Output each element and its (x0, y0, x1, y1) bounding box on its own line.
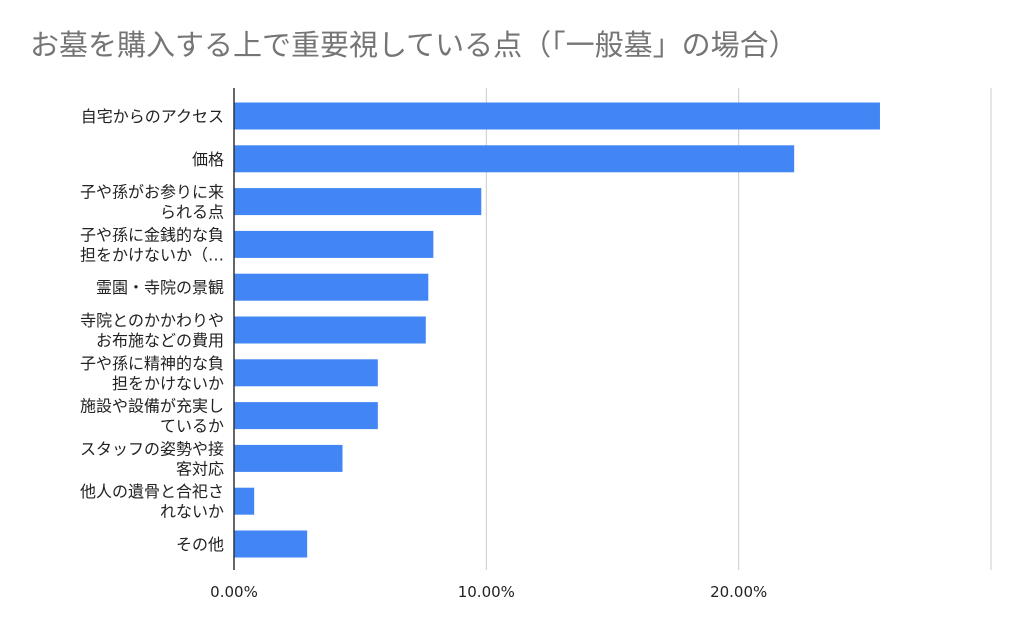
x-tick-label: 0.00% (210, 583, 258, 601)
category-label: 寺院とのかかわりやお布施などの費用 (80, 311, 224, 350)
bar (234, 188, 482, 216)
category-label: 子や孫がお参りに来られる点 (80, 183, 224, 222)
category-label: 子や孫に金銭的な負担をかけないか（… (80, 225, 224, 264)
x-tick-label: 10.00% (458, 583, 515, 601)
bar (234, 102, 880, 130)
category-label: 子や孫に精神的な負担をかけないか (80, 354, 224, 393)
chart-title: お墓を購入する上で重要視している点（「一般墓」の場合） (30, 28, 798, 62)
bar (234, 444, 343, 472)
category-label: 他人の遺骨と合祀されないか (80, 482, 224, 521)
category-label: 施設や設備が充実しているか (80, 397, 224, 436)
bar (234, 230, 434, 258)
x-tick-label: 20.00% (710, 583, 767, 601)
bar (234, 530, 308, 558)
bar (234, 316, 426, 344)
bar (234, 359, 378, 387)
bar (234, 487, 255, 515)
category-label: 霊園・寺院の景観 (96, 278, 224, 297)
category-label: スタッフの姿勢や接客対応 (80, 439, 224, 478)
bar (234, 273, 429, 301)
bar (234, 402, 378, 430)
category-label: 価格 (192, 150, 224, 169)
bar (234, 145, 795, 173)
category-label: 自宅からのアクセス (81, 107, 224, 126)
category-label: その他 (176, 535, 224, 554)
